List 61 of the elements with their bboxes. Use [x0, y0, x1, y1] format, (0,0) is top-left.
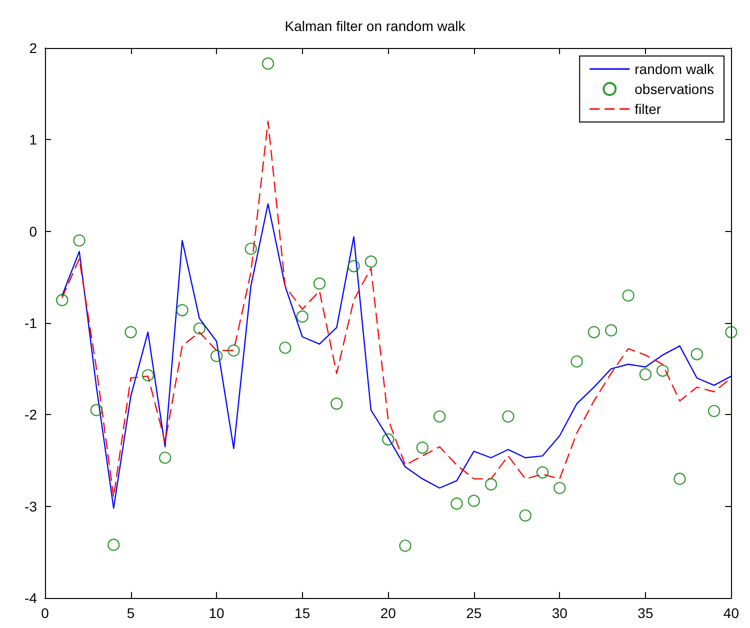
point — [124, 326, 137, 338]
point — [674, 472, 686, 485]
x-tick-label: 25 — [466, 605, 482, 621]
point — [690, 348, 704, 360]
point — [142, 369, 154, 382]
point — [622, 289, 634, 302]
point — [570, 355, 583, 368]
point — [56, 294, 68, 306]
point — [588, 326, 600, 338]
x-tick-label: 20 — [380, 605, 396, 621]
y-tick-label: 1 — [29, 132, 38, 148]
point — [502, 410, 514, 423]
y-tick-label: -4 — [24, 590, 38, 606]
point — [296, 310, 308, 323]
point — [639, 368, 652, 380]
x-tick-label: 15 — [294, 605, 310, 621]
point — [656, 364, 669, 377]
point — [554, 482, 566, 494]
point — [416, 442, 429, 454]
y-tick-label: -2 — [24, 406, 38, 423]
y-tick-label: 2 — [29, 40, 38, 56]
y-tick-label: 0 — [29, 223, 38, 240]
point — [244, 242, 257, 255]
point — [73, 234, 86, 247]
point — [228, 344, 240, 357]
point — [433, 410, 446, 423]
y-tick-label: -3 — [24, 498, 38, 514]
point — [159, 452, 172, 464]
point — [313, 277, 326, 290]
point — [605, 324, 618, 336]
legend-label: random walk — [634, 61, 715, 77]
x-tick-label: 30 — [552, 605, 568, 621]
x-tick-label: 5 — [126, 605, 135, 621]
chart-title: Kalman filter on random walk — [284, 18, 466, 34]
point — [536, 466, 549, 479]
x-tick-label: 10 — [208, 605, 225, 621]
point — [450, 497, 463, 510]
point — [108, 538, 120, 551]
y-tick-label: -1 — [24, 315, 38, 331]
legend-label: filter — [634, 101, 662, 117]
point — [279, 342, 292, 354]
point — [725, 326, 738, 338]
point — [348, 260, 360, 272]
point — [193, 322, 206, 335]
x-tick-label: 40 — [723, 605, 740, 621]
legend-label: observations — [634, 81, 714, 97]
point — [90, 404, 103, 416]
point — [176, 304, 188, 316]
point — [484, 478, 498, 490]
point — [519, 509, 532, 522]
x-tick-label: 0 — [41, 605, 50, 621]
point — [399, 540, 412, 552]
x-tick-label: 35 — [638, 605, 654, 621]
point — [708, 404, 720, 418]
point — [364, 255, 378, 268]
point — [330, 398, 343, 410]
line-series — [62, 203, 732, 509]
point — [468, 494, 480, 507]
point — [262, 57, 274, 70]
point — [382, 433, 394, 446]
point — [210, 350, 223, 362]
